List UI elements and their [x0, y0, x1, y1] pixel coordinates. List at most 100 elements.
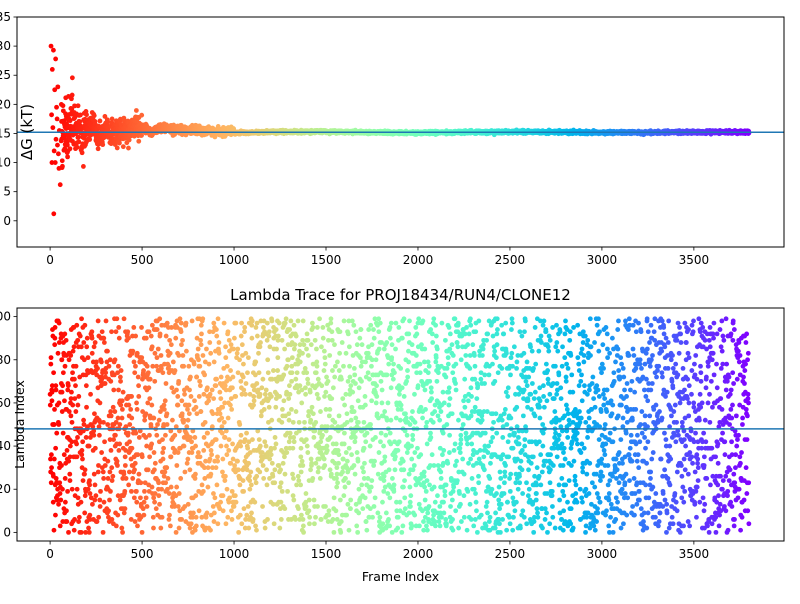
lambda-point	[152, 500, 157, 505]
lambda-point	[264, 467, 269, 472]
lambda-point	[57, 321, 62, 326]
delta-g-point	[117, 141, 122, 146]
lambda-point	[101, 470, 106, 475]
lambda-point	[107, 470, 112, 475]
x-tick-label: 1000	[219, 253, 250, 267]
lambda-point	[215, 454, 220, 459]
lambda-point	[165, 422, 170, 427]
lambda-point	[98, 401, 103, 406]
lambda-point	[132, 360, 137, 365]
lambda-point	[62, 331, 67, 336]
lambda-point	[155, 327, 160, 332]
lambda-point	[189, 394, 194, 399]
lambda-point	[204, 347, 209, 352]
lambda-point	[50, 398, 55, 403]
lambda-point	[141, 368, 146, 373]
lambda-point	[130, 476, 135, 481]
lambda-point	[101, 420, 106, 425]
lambda-point	[208, 392, 213, 397]
lambda-point	[95, 366, 100, 371]
lambda-point	[187, 467, 192, 472]
lambda-point	[248, 470, 253, 475]
lambda-point	[243, 392, 248, 397]
lambda-point	[58, 491, 63, 496]
lambda-point	[212, 360, 217, 365]
lambda-point	[185, 461, 190, 466]
lambda-point	[233, 493, 238, 498]
lambda-point	[168, 351, 173, 356]
lambda-point	[92, 344, 97, 349]
lambda-point	[91, 433, 96, 438]
lambda-point	[185, 457, 190, 462]
lambda-point	[231, 375, 236, 380]
lambda-point	[90, 502, 95, 507]
lambda-point	[156, 480, 161, 485]
lambda-point	[253, 360, 258, 365]
lambda-point	[121, 390, 126, 395]
lambda-point	[136, 383, 141, 388]
lambda-point	[243, 351, 248, 356]
delta-g-point	[127, 138, 132, 143]
lambda-point	[54, 431, 59, 436]
lambda-point	[57, 340, 62, 345]
lambda-point	[154, 433, 159, 438]
lambda-point	[73, 409, 78, 414]
lambda-point	[193, 444, 198, 449]
lambda-point	[254, 381, 259, 386]
lambda-point	[214, 465, 219, 470]
lambda-point	[70, 487, 75, 492]
lambda-point	[219, 444, 224, 449]
lambda-point	[53, 325, 58, 330]
lambda-point	[215, 483, 220, 488]
lambda-point	[151, 515, 156, 520]
lambda-point	[173, 368, 178, 373]
lambda-point	[104, 319, 109, 324]
x-tick-label: 3500	[679, 253, 710, 267]
lambda-point	[194, 515, 199, 520]
lambda-point	[134, 500, 139, 505]
lambda-point	[64, 338, 69, 343]
lambda-point	[205, 431, 210, 436]
lambda-point	[194, 405, 199, 410]
lambda-point	[52, 528, 57, 533]
lambda-point	[90, 351, 95, 356]
lambda-point	[222, 321, 227, 326]
lambda-point	[258, 392, 263, 397]
lambda-point	[213, 495, 218, 500]
lambda-point	[178, 316, 183, 321]
x-tick-label: 0	[46, 253, 54, 267]
lambda-point	[72, 396, 77, 401]
lambda-point	[241, 375, 246, 380]
lambda-point	[137, 472, 142, 477]
lambda-point	[57, 401, 62, 406]
delta-g-point	[52, 149, 57, 154]
lambda-point	[246, 504, 251, 509]
lambda-point	[188, 375, 193, 380]
lambda-point	[52, 457, 57, 462]
lambda-point	[217, 390, 222, 395]
y-tick-label: 0	[3, 214, 11, 228]
delta-g-point	[49, 44, 54, 49]
lambda-point	[254, 325, 259, 330]
lambda-point	[237, 357, 242, 362]
lambda-point	[84, 405, 89, 410]
lambda-point	[134, 401, 139, 406]
lambda-point	[129, 416, 134, 421]
lambda-point	[133, 461, 138, 466]
lambda-point	[150, 323, 155, 328]
lambda-point	[199, 323, 204, 328]
lambda-point	[76, 394, 81, 399]
lambda-point	[229, 342, 234, 347]
lambda-point	[200, 316, 205, 321]
lambda-point	[192, 398, 197, 403]
lambda-point	[110, 517, 115, 522]
lambda-point	[127, 470, 132, 475]
lambda-point	[118, 375, 123, 380]
lambda-point	[183, 470, 188, 475]
delta-g-point	[139, 133, 144, 138]
delta-g-y-label: ΔG (kT)	[18, 104, 36, 160]
lambda-point	[207, 362, 212, 367]
lambda-point	[180, 338, 185, 343]
x-tick-label: 2000	[403, 253, 434, 267]
